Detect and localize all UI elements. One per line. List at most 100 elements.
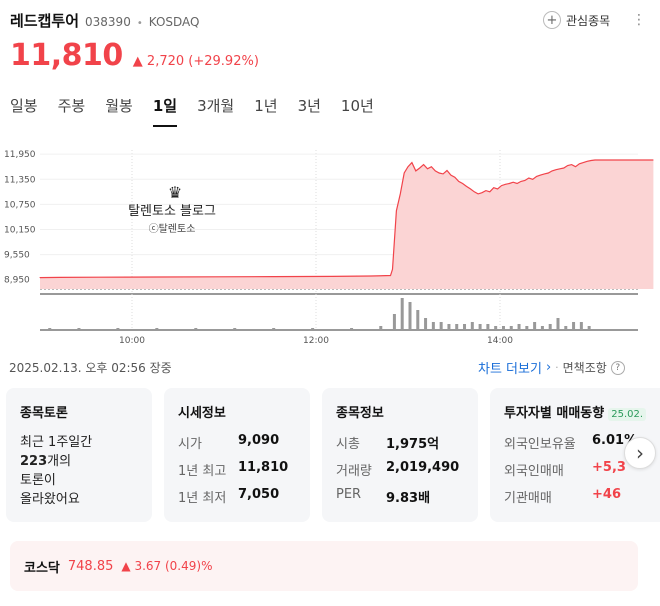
watermark-sub: ⓒ탈렌토소 bbox=[149, 222, 196, 235]
chart-links: 차트 더보기 › · 면책조항 ? bbox=[478, 358, 625, 377]
discussion-card[interactable]: 종목토론 최근 1주일간 223개의 토론이 올라왔어요 bbox=[6, 388, 152, 522]
chevron-right-icon: › bbox=[545, 360, 552, 375]
info-row: PER 9.83배 bbox=[336, 487, 464, 506]
volume-bar bbox=[272, 328, 276, 330]
volume-bar bbox=[194, 328, 198, 330]
volume-bar bbox=[400, 298, 404, 330]
info-row: 시총 1,975억 bbox=[336, 433, 464, 452]
price-area-fill bbox=[40, 160, 654, 289]
tab-10year[interactable]: 10년 bbox=[340, 97, 374, 115]
volume-bar bbox=[579, 322, 583, 330]
up-arrow-icon: ▲ bbox=[121, 559, 131, 573]
tab-3year[interactable]: 3년 bbox=[297, 97, 321, 115]
discussion-title: 종목토론 bbox=[20, 406, 68, 421]
quote-key: 1년 최고 bbox=[178, 464, 227, 479]
info-card[interactable]: 종목정보 시총 1,975억 거래량 2,019,490 PER 9.83배 bbox=[322, 388, 478, 522]
volume-bar bbox=[525, 326, 529, 330]
discussion-count-suffix: 개의 bbox=[47, 454, 72, 469]
investor-value: +5,3 bbox=[592, 460, 626, 475]
volume-bar bbox=[416, 310, 420, 330]
x-tick-label: 10:00 bbox=[119, 336, 145, 346]
tab-weekly[interactable]: 주봉 bbox=[57, 97, 86, 115]
y-tick-label: 11,950 bbox=[4, 150, 36, 160]
more-chart-link[interactable]: 차트 더보기 bbox=[478, 362, 542, 377]
volume-bar bbox=[439, 322, 443, 330]
help-icon[interactable]: ? bbox=[610, 360, 625, 375]
volume-bar bbox=[48, 328, 52, 330]
info-key: 거래량 bbox=[336, 464, 372, 479]
volume-bar bbox=[447, 324, 451, 330]
volume-bar bbox=[501, 326, 505, 330]
more-menu-icon[interactable]: ⋮ bbox=[632, 12, 646, 28]
intraday-chart[interactable]: 11,950 11,350 10,750 10,150 9,550 8,950 10:00… bbox=[0, 140, 660, 350]
volume-bar bbox=[408, 302, 412, 330]
volume-bar bbox=[455, 324, 459, 330]
watchlist-button[interactable]: + 관심종목 bbox=[543, 11, 610, 29]
quote-row: 1년 최저 7,050 bbox=[178, 487, 296, 506]
price-change: ▲ 2,720 (+29.92%) bbox=[133, 54, 259, 69]
volume-bar bbox=[556, 318, 560, 330]
change-amount: 2,720 bbox=[146, 54, 185, 69]
discussion-line4: 올라왔어요 bbox=[20, 492, 80, 507]
discussion-line3: 토론이 bbox=[20, 473, 56, 488]
info-value: 1,975억 bbox=[386, 437, 440, 452]
investor-row: 기관매매 +46 bbox=[504, 487, 646, 506]
investor-card[interactable]: 투자자별 매매동향 25.02. 외국인보유율 6.01% 외국인매매 +5,3 기관… bbox=[490, 388, 660, 522]
tab-daily[interactable]: 일봉 bbox=[10, 97, 38, 115]
link-separator: · bbox=[555, 361, 559, 374]
volume-bars bbox=[48, 298, 591, 330]
stock-code: 038390 bbox=[85, 15, 131, 29]
volume-bar bbox=[463, 324, 467, 330]
next-card-button[interactable]: › bbox=[624, 437, 656, 469]
volume-bar bbox=[155, 328, 159, 330]
tab-1year[interactable]: 1년 bbox=[254, 97, 278, 115]
date-badge: 25.02. bbox=[608, 408, 647, 421]
watermark: ♛ 탈렌토소 블로그 ⓒ탈렌토소 bbox=[128, 183, 216, 235]
volume-bar bbox=[379, 326, 383, 330]
volume-bar bbox=[540, 326, 544, 330]
header-separator: • bbox=[136, 18, 143, 29]
index-change-value: 3.67 (0.49)% bbox=[134, 559, 213, 573]
volume-bar bbox=[311, 328, 315, 330]
price-block: 11,810 ▲ 2,720 (+29.92%) bbox=[10, 38, 259, 73]
volume-bar bbox=[116, 328, 120, 330]
chevron-right-icon: › bbox=[636, 441, 644, 465]
quote-row: 1년 최고 11,810 bbox=[178, 460, 296, 479]
volume-bar bbox=[350, 328, 354, 330]
volume-bar bbox=[424, 318, 428, 330]
disclaimer-link[interactable]: 면책조항 bbox=[562, 361, 607, 375]
x-tick-label: 12:00 bbox=[303, 336, 329, 346]
volume-bar bbox=[478, 324, 482, 330]
stock-name: 레드캡투어 bbox=[10, 12, 80, 30]
plus-icon: + bbox=[543, 11, 561, 29]
y-tick-label: 10,750 bbox=[4, 200, 36, 210]
x-axis-ticks: 10:00 12:00 14:00 bbox=[119, 336, 513, 346]
investor-key: 외국인보유율 bbox=[504, 437, 576, 452]
info-key: PER bbox=[336, 487, 362, 502]
info-key: 시총 bbox=[336, 437, 360, 452]
volume-bar bbox=[233, 328, 237, 330]
investor-value: +46 bbox=[592, 487, 621, 502]
quote-key: 시가 bbox=[178, 437, 202, 452]
volume-bar bbox=[392, 314, 396, 330]
market-label: KOSDAQ bbox=[148, 15, 200, 29]
discussion-count: 223 bbox=[20, 454, 48, 469]
index-bar[interactable]: 코스닥 748.85 ▲ 3.67 (0.49)% bbox=[10, 541, 638, 591]
investor-row: 외국인매매 +5,3 bbox=[504, 460, 646, 479]
quote-value: 9,090 bbox=[238, 433, 280, 448]
quote-card[interactable]: 시세정보 시가 9,090 1년 최고 11,810 1년 최저 7,050 bbox=[164, 388, 310, 522]
x-tick-label: 14:00 bbox=[487, 336, 513, 346]
volume-bar bbox=[572, 322, 576, 330]
discussion-line1: 최근 1주일간 bbox=[20, 435, 93, 450]
info-value: 9.83배 bbox=[386, 491, 431, 506]
tab-1day[interactable]: 1일 bbox=[152, 95, 178, 127]
investor-key: 외국인매매 bbox=[504, 464, 564, 479]
tab-3month[interactable]: 3개월 bbox=[197, 97, 235, 115]
quote-title: 시세정보 bbox=[178, 406, 226, 421]
price-area bbox=[39, 159, 654, 289]
y-tick-label: 11,350 bbox=[4, 175, 36, 185]
investor-title-text: 투자자별 매매동향 bbox=[504, 406, 605, 421]
tab-monthly[interactable]: 월봉 bbox=[105, 97, 133, 115]
watchlist-label: 관심종목 bbox=[566, 13, 611, 28]
